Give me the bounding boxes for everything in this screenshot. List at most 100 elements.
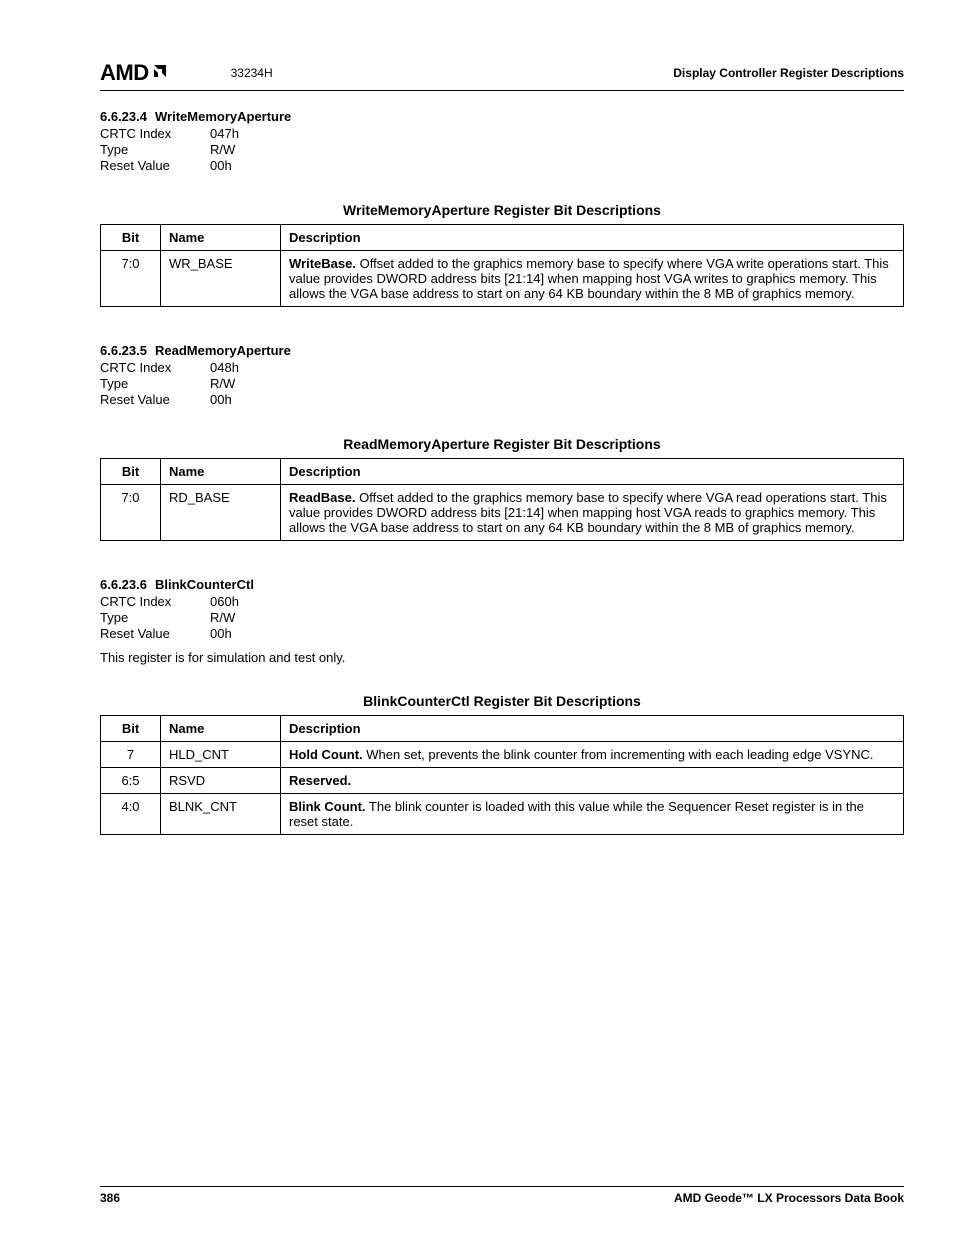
section-number: 6.6.23.6 xyxy=(100,577,147,592)
cell-bit: 7:0 xyxy=(101,485,161,541)
page-footer: 386 AMD Geode™ LX Processors Data Book xyxy=(100,1186,904,1205)
meta-key: Type xyxy=(100,610,210,626)
section-name: BlinkCounterCtl xyxy=(155,577,254,592)
meta-table: CRTC Index048hTypeR/WReset Value00h xyxy=(100,360,239,408)
amd-logo-text: AMD xyxy=(100,60,149,86)
meta-row: CRTC Index047h xyxy=(100,126,239,142)
table-header-row: BitNameDescription xyxy=(101,459,904,485)
meta-value: 060h xyxy=(210,594,239,610)
meta-key: Reset Value xyxy=(100,158,210,174)
cell-desc: ReadBase. Offset added to the graphics m… xyxy=(281,485,904,541)
sections-container: 6.6.23.4WriteMemoryApertureCRTC Index047… xyxy=(100,109,904,835)
meta-value: 047h xyxy=(210,126,239,142)
table-row: 6:5RSVD Reserved. xyxy=(101,768,904,794)
section-heading: 6.6.23.6 BlinkCounterCtl xyxy=(100,577,904,592)
register-section: 6.6.23.4 WriteMemoryAperture CRTC Index047… xyxy=(100,109,904,307)
cell-desc: Blink Count. The blink counter is loaded… xyxy=(281,794,904,835)
table-header-row: BitNameDescription xyxy=(101,716,904,742)
doc-number: 33234H xyxy=(231,66,273,80)
col-name: Name xyxy=(161,225,281,251)
section-heading: 6.6.23.5 ReadMemoryAperture xyxy=(100,343,904,358)
bit-description-table: BitNameDescription7:0WR_BASEWriteBase. O… xyxy=(100,224,904,307)
table-row: 4:0BLNK_CNTBlink Count. The blink counte… xyxy=(101,794,904,835)
cell-desc: WriteBase. Offset added to the graphics … xyxy=(281,251,904,307)
cell-bit: 7 xyxy=(101,742,161,768)
desc-lead: Reserved. xyxy=(289,773,351,788)
bit-description-table: BitNameDescription7HLD_CNTHold Count. Wh… xyxy=(100,715,904,835)
table-row: 7HLD_CNTHold Count. When set, prevents t… xyxy=(101,742,904,768)
desc-rest: Offset added to the graphics memory base… xyxy=(289,256,889,301)
cell-name: HLD_CNT xyxy=(161,742,281,768)
table-header-row: BitNameDescription xyxy=(101,225,904,251)
meta-value: R/W xyxy=(210,610,239,626)
meta-value: 00h xyxy=(210,158,239,174)
section-heading: 6.6.23.4 WriteMemoryAperture xyxy=(100,109,904,124)
meta-table: CRTC Index060hTypeR/WReset Value00h xyxy=(100,594,239,642)
meta-key: CRTC Index xyxy=(100,360,210,376)
desc-lead: ReadBase. xyxy=(289,490,355,505)
meta-value: 00h xyxy=(210,392,239,408)
col-bit: Bit xyxy=(101,459,161,485)
register-section: 6.6.23.6 BlinkCounterCtl CRTC Index060hTyp… xyxy=(100,577,904,835)
col-desc: Description xyxy=(281,225,904,251)
meta-row: Reset Value00h xyxy=(100,392,239,408)
section-name: ReadMemoryAperture xyxy=(155,343,291,358)
cell-desc: Hold Count. When set, prevents the blink… xyxy=(281,742,904,768)
meta-key: CRTC Index xyxy=(100,126,210,142)
bit-description-table: BitNameDescription7:0RD_BASEReadBase. Of… xyxy=(100,458,904,541)
register-section: 6.6.23.5 ReadMemoryAperture CRTC Index048h… xyxy=(100,343,904,541)
meta-value: 048h xyxy=(210,360,239,376)
cell-bit: 6:5 xyxy=(101,768,161,794)
table-caption: BlinkCounterCtl Register Bit Description… xyxy=(100,693,904,709)
table-row: 7:0WR_BASEWriteBase. Offset added to the… xyxy=(101,251,904,307)
col-desc: Description xyxy=(281,459,904,485)
meta-value: R/W xyxy=(210,142,239,158)
meta-row: TypeR/W xyxy=(100,610,239,626)
cell-name: WR_BASE xyxy=(161,251,281,307)
desc-rest: When set, prevents the blink counter fro… xyxy=(363,747,874,762)
footer-book-title: AMD Geode™ LX Processors Data Book xyxy=(674,1191,904,1205)
meta-row: Reset Value00h xyxy=(100,626,239,642)
cell-bit: 4:0 xyxy=(101,794,161,835)
col-bit: Bit xyxy=(101,716,161,742)
desc-lead: Hold Count. xyxy=(289,747,363,762)
table-caption: ReadMemoryAperture Register Bit Descript… xyxy=(100,436,904,452)
meta-row: TypeR/W xyxy=(100,376,239,392)
cell-name: RSVD xyxy=(161,768,281,794)
desc-rest: The blink counter is loaded with this va… xyxy=(289,799,864,829)
page-number: 386 xyxy=(100,1191,120,1205)
table-row: 7:0RD_BASEReadBase. Offset added to the … xyxy=(101,485,904,541)
page: AMD 33234H Display Controller Register D… xyxy=(0,0,954,1235)
meta-row: CRTC Index060h xyxy=(100,594,239,610)
meta-value: R/W xyxy=(210,376,239,392)
cell-name: BLNK_CNT xyxy=(161,794,281,835)
col-desc: Description xyxy=(281,716,904,742)
section-number: 6.6.23.4 xyxy=(100,109,147,124)
meta-table: CRTC Index047hTypeR/WReset Value00h xyxy=(100,126,239,174)
meta-row: TypeR/W xyxy=(100,142,239,158)
desc-lead: Blink Count. xyxy=(289,799,366,814)
section-name: WriteMemoryAperture xyxy=(155,109,291,124)
amd-logo: AMD xyxy=(100,60,171,86)
col-bit: Bit xyxy=(101,225,161,251)
header-title: Display Controller Register Descriptions xyxy=(673,66,904,80)
table-caption: WriteMemoryAperture Register Bit Descrip… xyxy=(100,202,904,218)
meta-row: CRTC Index048h xyxy=(100,360,239,376)
meta-value: 00h xyxy=(210,626,239,642)
meta-row: Reset Value00h xyxy=(100,158,239,174)
desc-rest: Offset added to the graphics memory base… xyxy=(289,490,887,535)
meta-key: Reset Value xyxy=(100,626,210,642)
meta-key: Type xyxy=(100,142,210,158)
cell-bit: 7:0 xyxy=(101,251,161,307)
desc-lead: WriteBase. xyxy=(289,256,356,271)
meta-key: Type xyxy=(100,376,210,392)
meta-key: CRTC Index xyxy=(100,594,210,610)
col-name: Name xyxy=(161,459,281,485)
cell-desc: Reserved. xyxy=(281,768,904,794)
page-header: AMD 33234H Display Controller Register D… xyxy=(100,60,904,91)
section-number: 6.6.23.5 xyxy=(100,343,147,358)
col-name: Name xyxy=(161,716,281,742)
amd-arrow-icon xyxy=(151,60,171,86)
cell-name: RD_BASE xyxy=(161,485,281,541)
section-note: This register is for simulation and test… xyxy=(100,650,904,665)
